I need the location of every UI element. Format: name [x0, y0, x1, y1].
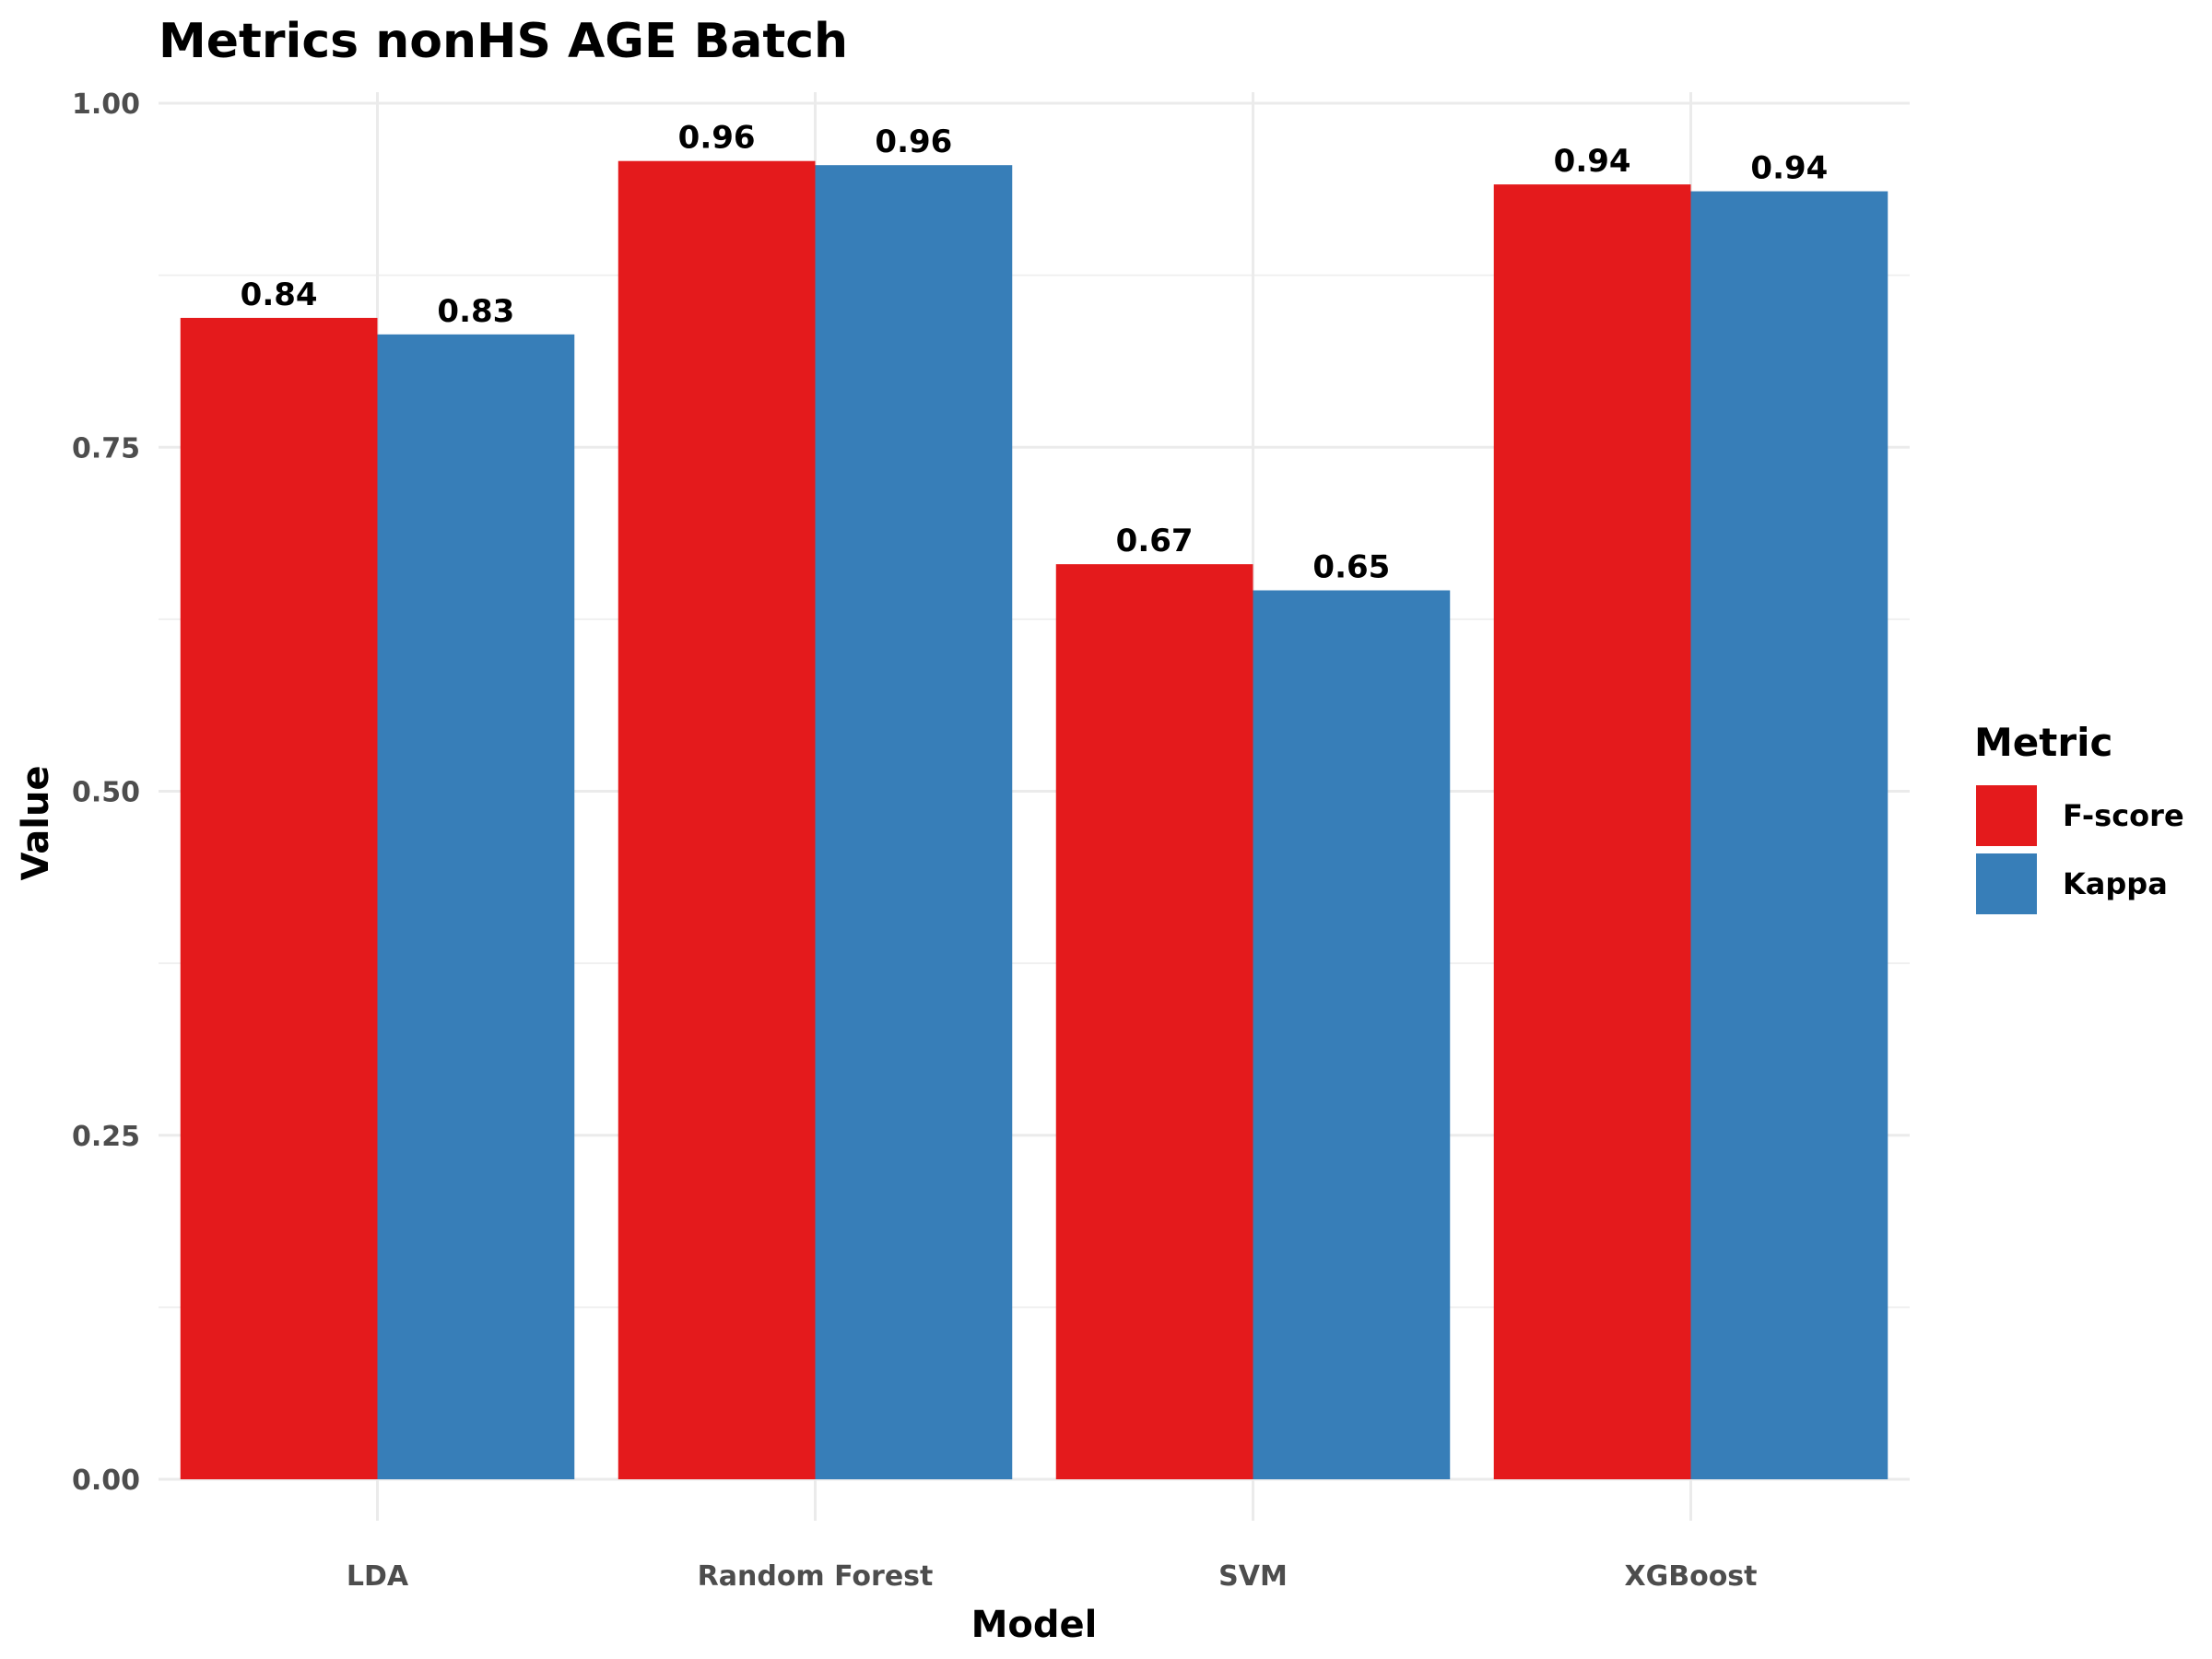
bar-kappa	[1690, 191, 1888, 1479]
bar-value-label: 0.65	[1312, 549, 1390, 586]
y-tick-label: 1.00	[72, 88, 140, 121]
y-axis-title: Value	[15, 765, 57, 880]
x-tick-label: LDA	[347, 1560, 409, 1593]
legend-label: F-score	[2063, 798, 2184, 833]
bar-value-label: 0.96	[875, 124, 952, 160]
bar-value-label: 0.94	[1750, 150, 1828, 187]
x-tick-label: Random Forest	[698, 1560, 934, 1593]
y-tick-label: 0.50	[72, 777, 140, 809]
bar-value-label: 0.83	[437, 293, 514, 330]
y-tick-label: 0.00	[72, 1465, 140, 1497]
bar-kappa	[815, 165, 1013, 1479]
axes: 0.00 0.25 0.50 0.75 1.00 LDA Random Forest SVM X…	[72, 88, 1758, 1593]
legend-title: Metric	[1974, 720, 2112, 765]
bar-kappa	[377, 334, 575, 1480]
bar-f-score	[618, 160, 816, 1479]
bar-f-score	[1493, 184, 1691, 1479]
bar-kappa	[1253, 590, 1451, 1479]
legend-swatch	[1976, 853, 2037, 914]
bar-f-score	[180, 317, 378, 1480]
legend: Metric F-score Kappa	[1974, 720, 2184, 914]
legend-label: Kappa	[2063, 866, 2168, 901]
bar-f-score	[1055, 564, 1253, 1479]
y-tick-label: 0.75	[72, 432, 140, 465]
bar-value-label: 0.67	[1116, 523, 1194, 559]
bar-value-label: 0.94	[1554, 143, 1631, 180]
bar-labels: 0.84 0.83 0.96 0.96 0.67 0.65 0.94 0.94	[241, 120, 1829, 586]
bars	[180, 160, 1888, 1480]
legend-swatch	[1976, 785, 2037, 846]
x-axis-title: Model	[971, 1604, 1098, 1646]
y-tick-label: 0.25	[72, 1121, 140, 1153]
bar-value-label: 0.84	[241, 276, 318, 313]
x-tick-label: SVM	[1218, 1560, 1288, 1593]
chart-title: Metrics nonHS AGE Batch	[159, 14, 848, 69]
x-tick-label: XGBoost	[1624, 1560, 1757, 1593]
bar-value-label: 0.96	[678, 120, 756, 157]
